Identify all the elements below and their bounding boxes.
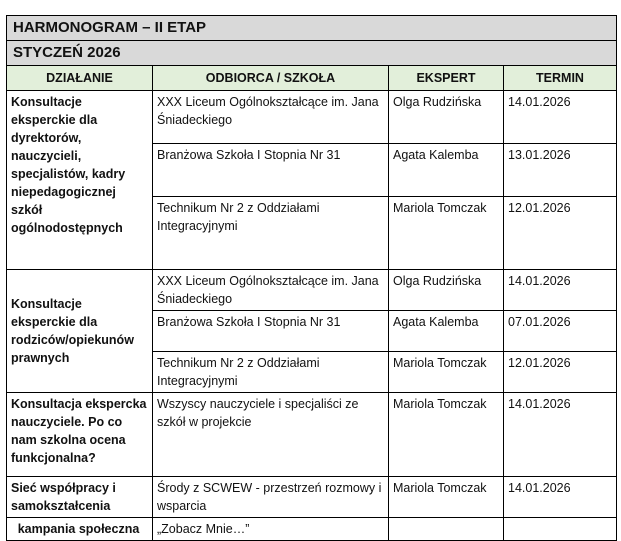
recipient-cell: Wszyscy nauczyciele i specjaliści ze szk…	[152, 392, 389, 477]
header-action: DZIAŁANIE	[6, 65, 153, 91]
table-row: Technikum Nr 2 z Oddziałami Integracyjny…	[7, 196, 617, 270]
table-row: Sieć współpracy i samokształcenia Środy z…	[6, 476, 617, 518]
recipient-cell: Technikum Nr 2 z Oddziałami Integracyjny…	[152, 196, 389, 270]
expert-cell: Olga Rudzińska	[388, 269, 504, 311]
date-cell: 14.01.2026	[503, 392, 617, 477]
action-cell: kampania społeczna	[6, 517, 153, 541]
action-cell: Konsultacje eksperckie dla dyrektorów, n…	[6, 90, 153, 270]
recipient-cell: Branżowa Szkoła I Stopnia Nr 31	[152, 143, 389, 197]
expert-cell: Olga Rudzińska	[388, 90, 504, 144]
schedule-table: HARMONOGRAM – II ETAP STYCZEŃ 2026 DZIAŁ…	[6, 15, 617, 541]
recipient-cell: Środy z SCWEW - przestrzeń rozmowy i wsp…	[152, 476, 389, 518]
recipient-cell: XXX Liceum Ogólnokształcące im. Jana Śni…	[152, 269, 389, 311]
table-row: Konsultacja ekspercka nauczyciele. Po co…	[6, 392, 617, 477]
action-cell: Sieć współpracy i samokształcenia	[6, 476, 153, 518]
header-date: TERMIN	[503, 65, 617, 91]
expert-cell: Mariola Tomczak	[388, 351, 504, 393]
expert-cell: Mariola Tomczak	[388, 196, 504, 270]
date-cell	[503, 517, 617, 541]
date-cell: 07.01.2026	[503, 310, 617, 352]
action-cell: Konsultacje eksperckie dla rodziców/opie…	[6, 269, 153, 393]
table-row: Konsultacje eksperckie dla rodziców/opie…	[6, 269, 617, 393]
expert-cell: Agata Kalemba	[388, 143, 504, 197]
expert-cell: Agata Kalemba	[388, 310, 504, 352]
month-heading: STYCZEŃ 2026	[6, 40, 617, 66]
table-row: Branżowa Szkoła I Stopnia Nr 31 Agata Kal…	[7, 143, 617, 197]
expert-cell: Mariola Tomczak	[388, 392, 504, 477]
table-row: kampania społeczna „Zobacz Mnie…”	[6, 517, 617, 541]
table-row: Technikum Nr 2 z Oddziałami Integracyjny…	[7, 351, 617, 393]
date-cell: 12.01.2026	[503, 196, 617, 270]
expert-cell: Mariola Tomczak	[388, 476, 504, 518]
expert-cell	[388, 517, 504, 541]
header-expert: EKSPERT	[388, 65, 504, 91]
date-cell: 14.01.2026	[503, 269, 617, 311]
date-cell: 13.01.2026	[503, 143, 617, 197]
table-row: Konsultacje eksperckie dla dyrektorów, n…	[6, 90, 617, 270]
header-recipient: ODBIORCA / SZKOŁA	[152, 65, 389, 91]
date-cell: 14.01.2026	[503, 90, 617, 144]
date-cell: 14.01.2026	[503, 476, 617, 518]
recipient-cell: Branżowa Szkoła I Stopnia Nr 31	[152, 310, 389, 352]
date-cell: 12.01.2026	[503, 351, 617, 393]
recipient-cell: Technikum Nr 2 z Oddziałami Integracyjny…	[152, 351, 389, 393]
document-title: HARMONOGRAM – II ETAP	[6, 15, 617, 41]
recipient-cell: XXX Liceum Ogólnokształcące im. Jana Śni…	[152, 90, 389, 144]
action-cell: Konsultacja ekspercka nauczyciele. Po co…	[6, 392, 153, 477]
recipient-cell: „Zobacz Mnie…”	[152, 517, 389, 541]
